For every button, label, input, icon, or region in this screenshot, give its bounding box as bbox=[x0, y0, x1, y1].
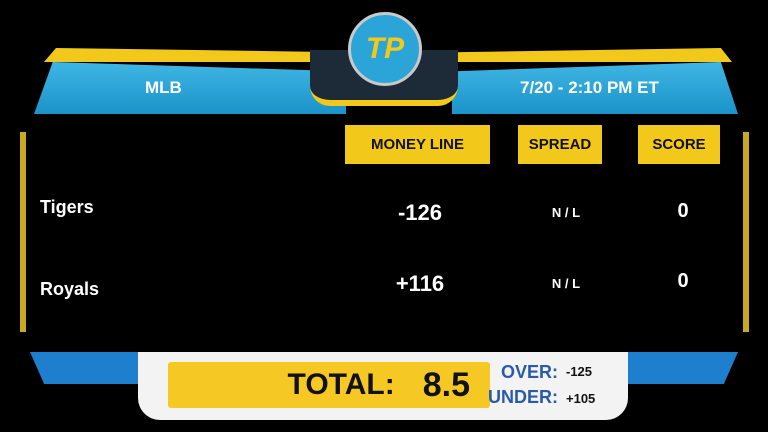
side-bracket-right bbox=[743, 132, 749, 332]
team-name: Tigers bbox=[40, 197, 94, 217]
under-odds: +105 bbox=[566, 391, 596, 406]
column-header-spread: SPREAD bbox=[518, 125, 602, 164]
over-odds: -125 bbox=[566, 364, 593, 379]
score-value: 0 bbox=[677, 200, 689, 222]
header-bar-left bbox=[34, 62, 346, 114]
total-value: 8.5 bbox=[422, 365, 470, 404]
logo-text: TP bbox=[365, 32, 405, 65]
column-header-money-line: MONEY LINE bbox=[345, 125, 490, 164]
header-trim-right bbox=[454, 48, 732, 62]
side-bracket-left bbox=[20, 132, 26, 332]
column-header-score: SCORE bbox=[638, 125, 720, 164]
league-label: MLB bbox=[145, 78, 182, 97]
header-trim-left bbox=[44, 48, 344, 62]
score-value: 0 bbox=[677, 270, 689, 292]
total-box: TOTAL: 8.5 bbox=[168, 362, 490, 408]
over-label: OVER: bbox=[500, 362, 558, 382]
under-label: UNDER: bbox=[488, 387, 558, 407]
logo: TP bbox=[348, 12, 422, 86]
money-line-value: -126 bbox=[397, 200, 443, 225]
spread-value: N / L bbox=[551, 276, 581, 291]
spread-value: N / L bbox=[551, 205, 581, 220]
game-datetime: 7/20 - 2:10 PM ET bbox=[520, 78, 659, 97]
team-name: Royals bbox=[40, 279, 100, 299]
header-bar-right bbox=[452, 62, 738, 114]
money-line-value: +116 bbox=[395, 271, 445, 296]
total-label: TOTAL: bbox=[287, 368, 395, 401]
